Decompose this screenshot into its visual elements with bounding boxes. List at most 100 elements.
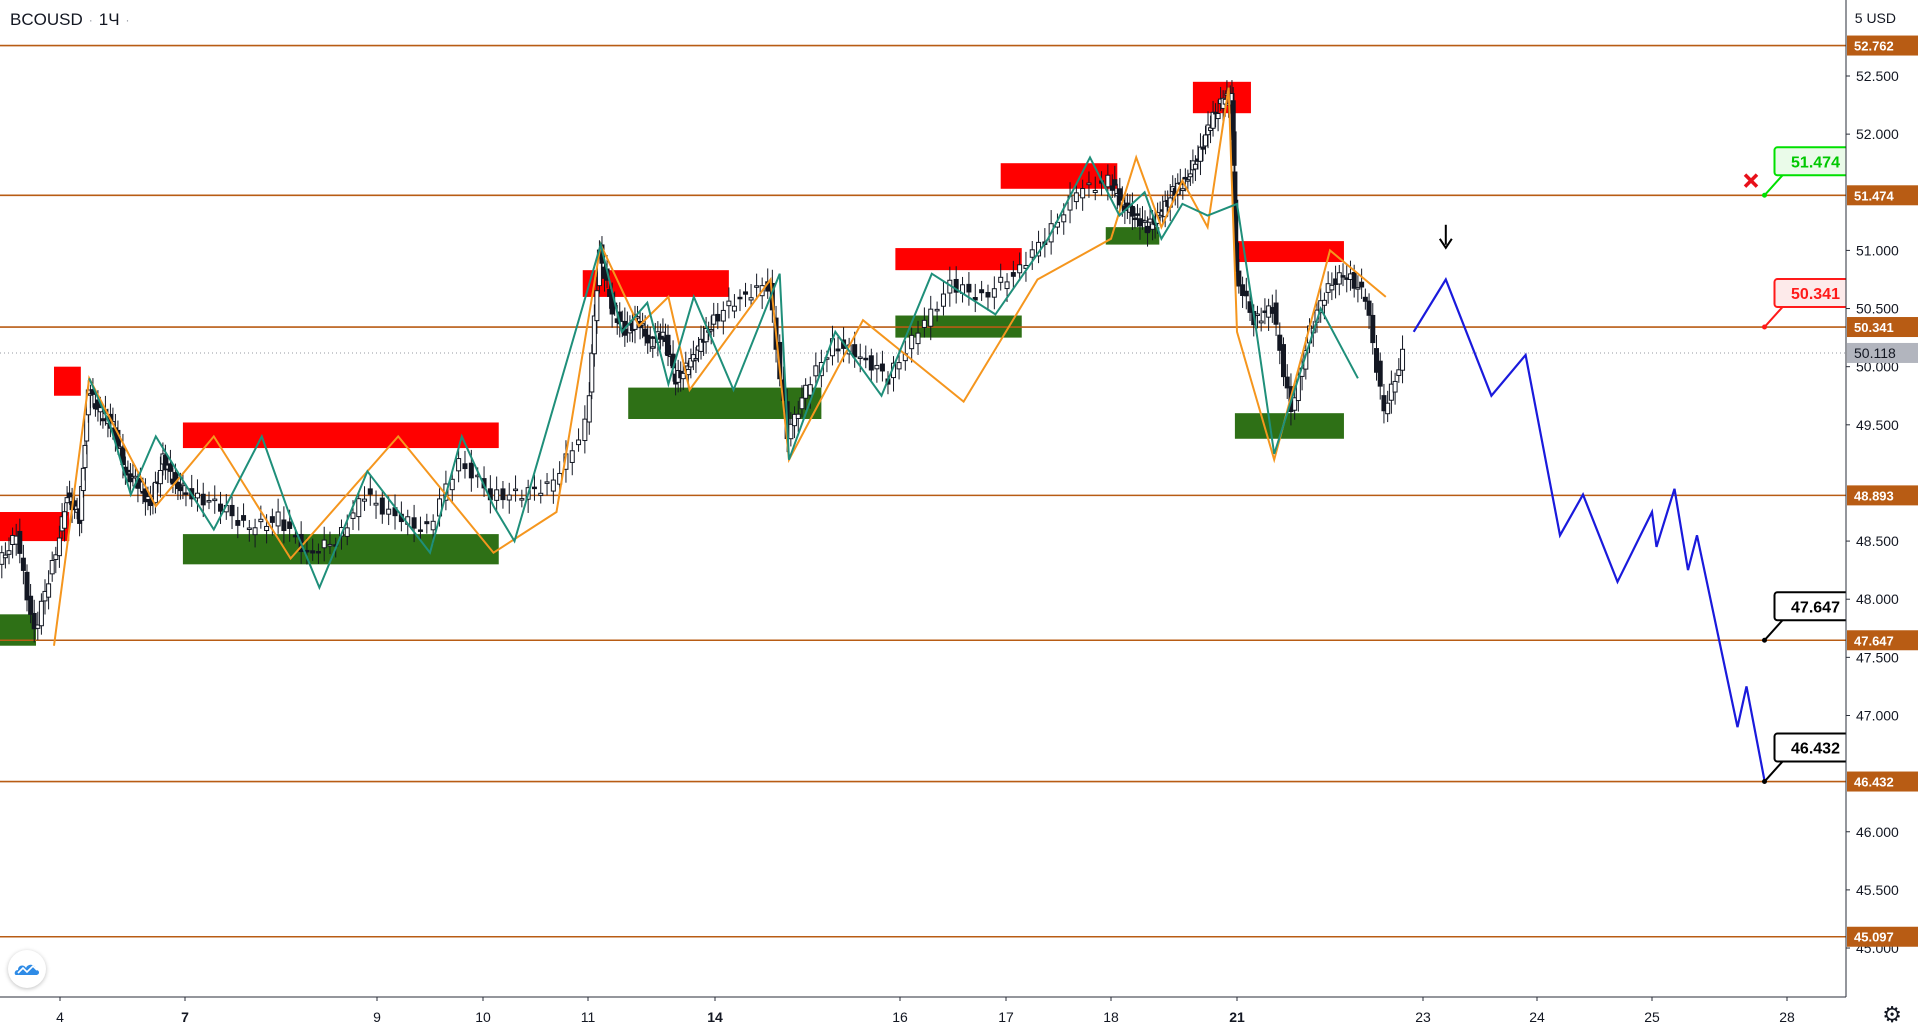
candle-body [1112, 179, 1118, 186]
candle-body [569, 450, 575, 463]
candle [591, 304, 597, 367]
candle [998, 263, 1004, 291]
candle-body [863, 357, 869, 361]
candle-body [1061, 214, 1067, 223]
candle-body [64, 497, 70, 504]
tradingview-cloud-logo-icon[interactable] [8, 950, 46, 988]
candle-body [53, 554, 59, 560]
candle-body [642, 328, 648, 337]
candle [594, 276, 600, 334]
candle-body [310, 550, 316, 554]
y-tick-label: 50.500 [1856, 301, 1899, 317]
candle-body [538, 492, 544, 496]
candle [1374, 334, 1379, 381]
candle-body [1273, 302, 1279, 325]
candle [1240, 276, 1246, 308]
candle-body [46, 583, 52, 598]
candle [960, 276, 966, 303]
candle [788, 412, 794, 447]
candle-body [972, 297, 978, 301]
candle-body [1145, 225, 1151, 234]
candle [792, 406, 798, 439]
candle [24, 564, 30, 612]
candle [246, 519, 252, 542]
candle [703, 316, 709, 354]
callout-label: 51.474 [1791, 154, 1840, 171]
candle [863, 345, 869, 369]
candle [1359, 268, 1365, 299]
candle-body [1150, 223, 1156, 230]
candle [660, 318, 666, 347]
candle-body [157, 469, 163, 485]
candle-body [1192, 163, 1198, 170]
symbol-header[interactable]: BCOUSD · 1Ч · [10, 10, 130, 30]
candle [1392, 372, 1398, 405]
supply-zone-7 [1234, 241, 1344, 263]
candle-body [1092, 189, 1098, 194]
candle-body [327, 543, 333, 547]
candle [1187, 159, 1193, 186]
candle [1112, 165, 1118, 198]
candle-body [519, 498, 525, 501]
candle-body [1132, 217, 1138, 221]
candle-body [1134, 213, 1140, 216]
candle [229, 496, 235, 530]
x-tick-label: 24 [1529, 1009, 1545, 1025]
level-label-bg-6 [1847, 926, 1918, 947]
candle [1362, 288, 1368, 310]
candle-body [145, 496, 151, 500]
level-label-bg-1 [1847, 185, 1918, 206]
candle [506, 482, 512, 514]
candle [711, 302, 717, 337]
candle [531, 474, 537, 501]
candle [64, 486, 70, 516]
candle [569, 441, 575, 476]
candle [1080, 179, 1086, 211]
level-label-bg-4 [1847, 630, 1918, 651]
candle [28, 583, 34, 624]
candle-body [803, 384, 809, 399]
y-tick-label: 52.500 [1856, 68, 1899, 84]
callout-anchor [1762, 779, 1767, 785]
candle-body [386, 508, 392, 515]
candle-body [589, 352, 595, 393]
candle-body [1281, 344, 1286, 378]
close-icon [1743, 173, 1759, 188]
candle-body [1370, 314, 1376, 344]
candle-body [183, 492, 189, 495]
candle [167, 449, 173, 483]
candle-body [1017, 264, 1023, 274]
candle [586, 382, 592, 435]
interval-label[interactable]: 1Ч [98, 10, 120, 29]
candle-body [940, 293, 946, 307]
candle-body [1010, 272, 1016, 277]
price-unit[interactable]: 5 USD [1855, 10, 1896, 26]
candle-body [456, 458, 462, 472]
current-price-label: 50.118 [1854, 345, 1896, 361]
price-axis-bg [1846, 0, 1920, 1036]
x-tick-label: 16 [892, 1009, 908, 1025]
candle [589, 344, 595, 400]
candle [1036, 230, 1042, 264]
candle [582, 405, 588, 454]
callout-pointer [1763, 174, 1784, 196]
candle [1370, 303, 1376, 355]
x-tick-label: 9 [373, 1009, 381, 1025]
candle-body [120, 447, 126, 466]
candle [500, 480, 506, 509]
candle-body [711, 314, 717, 325]
gear-icon[interactable]: ⚙ [1882, 1002, 1902, 1027]
candle [731, 294, 737, 319]
candle-body [513, 488, 519, 492]
candle [813, 352, 819, 385]
candle-body [500, 488, 506, 501]
candle [1208, 115, 1214, 144]
callout-label: 50.341 [1791, 286, 1840, 303]
candle [373, 490, 379, 519]
x-tick-label: 28 [1779, 1009, 1795, 1025]
candle-body [737, 296, 743, 300]
y-tick-label: 47.500 [1856, 649, 1899, 665]
candle-body [269, 516, 275, 523]
